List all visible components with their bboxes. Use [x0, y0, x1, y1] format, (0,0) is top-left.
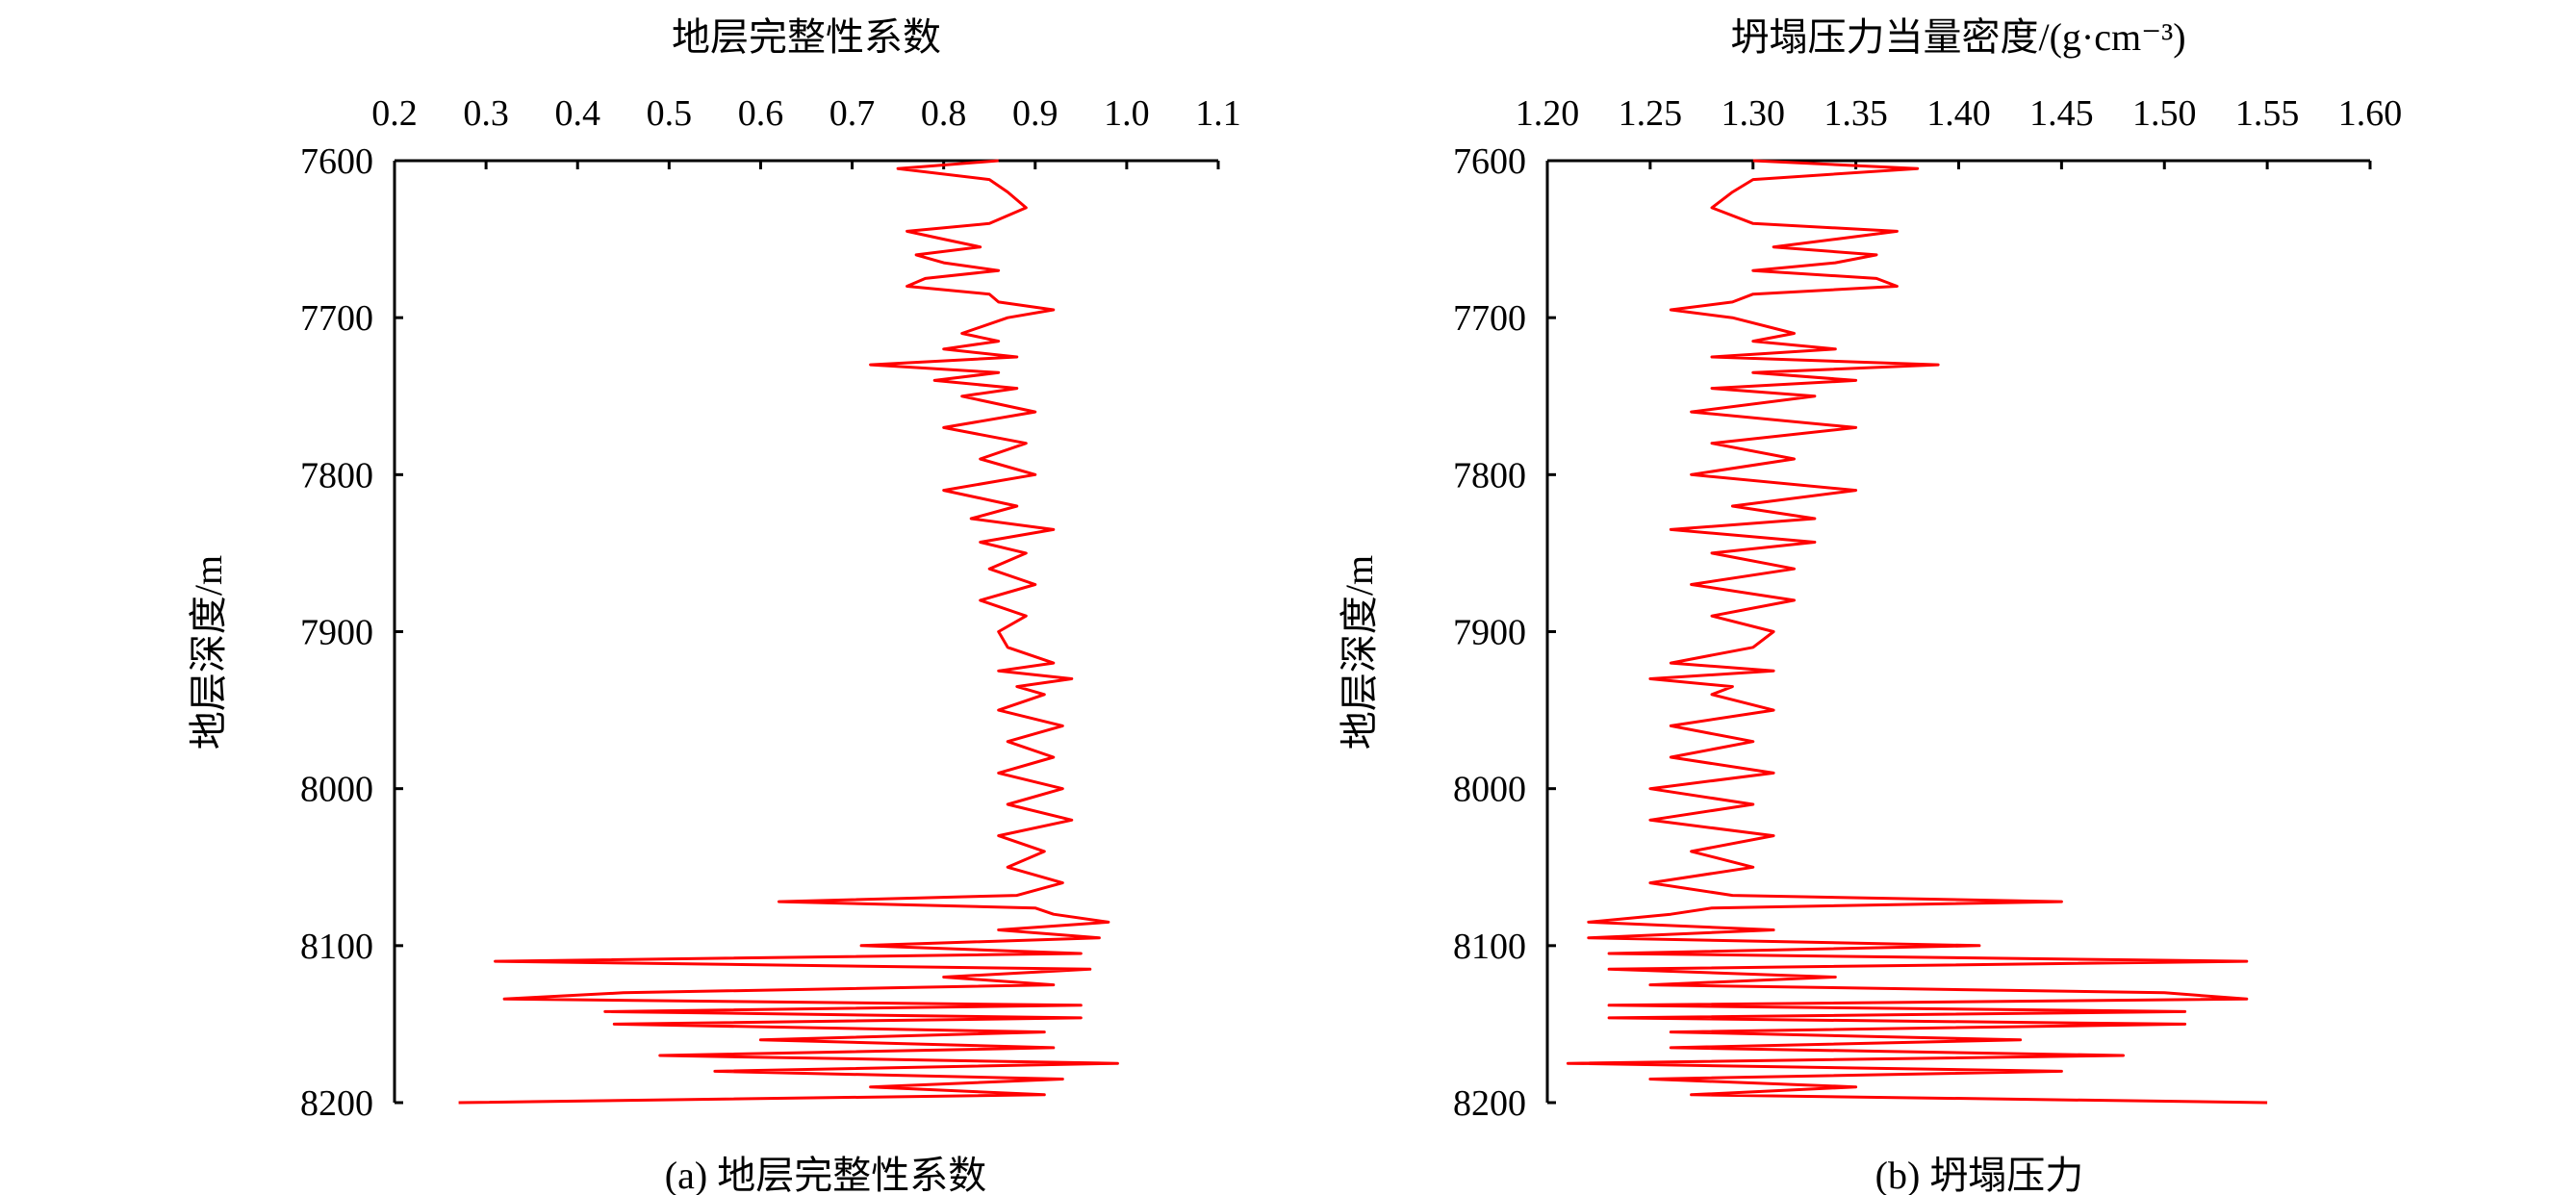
panel-b-y-tick-labels: 7600 7700 7800 7900 8000 8100 8200 — [1453, 141, 1526, 1124]
panel-a-x-tick-label: 0.7 — [829, 93, 876, 134]
panel-b-y-tick-label: 7900 — [1453, 613, 1526, 653]
panel-a-y-tick-label: 8000 — [300, 770, 373, 810]
panel-a-x-tick-label: 0.4 — [554, 93, 600, 134]
panel-a-series-line — [458, 159, 1119, 1105]
panel-b-x-tick-label: 1.55 — [2235, 93, 2300, 134]
panel-a-x-tick-label: 0.9 — [1012, 93, 1058, 134]
panel-a-y-tick-label: 7800 — [300, 455, 373, 496]
panel-a-y-tick-label: 7900 — [300, 613, 373, 653]
panel-a-y-tick-label: 8100 — [300, 927, 373, 967]
panel-b: 坍塌压力当量密度/(g·cm⁻³) 1.20 1.25 1.30 1.35 1.40 1.… — [1338, 15, 2402, 1195]
panel-a-tick-marks — [393, 159, 1220, 1105]
panel-b-caption: (b) 坍塌压力 — [1875, 1154, 2084, 1195]
panel-b-x-tick-label: 1.45 — [2029, 93, 2094, 134]
panel-a-y-tick-label: 7700 — [300, 298, 373, 339]
panel-a-x-tick-label: 0.5 — [647, 93, 693, 134]
panel-b-y-axis-title: 地层深度/m — [1338, 555, 1381, 750]
panel-a: 地层完整性系数 0.2 0.3 0.4 0.5 0.6 0.7 0.8 0.9 1.0 1.1 7… — [187, 15, 1241, 1195]
panel-b-x-tick-label: 1.35 — [1824, 93, 1888, 134]
panel-a-x-tick-label: 0.8 — [921, 93, 967, 134]
panel-b-x-tick-label: 1.20 — [1516, 93, 1580, 134]
panel-a-caption: (a) 地层完整性系数 — [665, 1154, 986, 1195]
panel-b-x-tick-label: 1.30 — [1722, 93, 1786, 134]
panel-b-y-tick-label: 7800 — [1453, 455, 1526, 496]
panel-b-y-tick-label: 7700 — [1453, 298, 1526, 339]
panel-a-x-tick-label: 0.2 — [371, 93, 418, 134]
panel-b-x-tick-label: 1.60 — [2338, 93, 2403, 134]
panel-a-x-tick-labels: 0.2 0.3 0.4 0.5 0.6 0.7 0.8 0.9 1.0 1.1 — [371, 93, 1241, 134]
panel-b-y-tick-label: 8000 — [1453, 770, 1526, 810]
panel-b-y-tick-label: 8200 — [1453, 1083, 1526, 1124]
panel-b-x-tick-label: 1.40 — [1926, 93, 1991, 134]
panel-b-x-axis-title: 坍塌压力当量密度/(g·cm⁻³) — [1730, 15, 2185, 59]
panel-a-x-tick-label: 1.0 — [1104, 93, 1150, 134]
panel-a-y-tick-label: 7600 — [300, 141, 373, 182]
panel-a-x-tick-label: 0.6 — [738, 93, 784, 134]
panel-a-x-tick-label: 1.1 — [1195, 93, 1241, 134]
panel-b-x-tick-label: 1.25 — [1619, 93, 1683, 134]
panel-b-y-tick-label: 8100 — [1453, 927, 1526, 967]
panel-a-y-tick-label: 8200 — [300, 1083, 373, 1124]
panel-a-y-tick-labels: 7600 7700 7800 7900 8000 8100 8200 — [300, 141, 373, 1124]
panel-b-y-tick-label: 7600 — [1453, 141, 1526, 182]
panel-a-x-tick-label: 0.3 — [463, 93, 509, 134]
panel-b-series-line — [1566, 159, 2268, 1105]
panel-a-x-axis-title: 地层完整性系数 — [672, 15, 941, 59]
panel-a-y-axis-title: 地层深度/m — [187, 555, 230, 750]
panel-b-x-tick-labels: 1.20 1.25 1.30 1.35 1.40 1.45 1.50 1.55 1.60 — [1516, 93, 2403, 134]
panel-b-x-tick-label: 1.50 — [2132, 93, 2197, 134]
